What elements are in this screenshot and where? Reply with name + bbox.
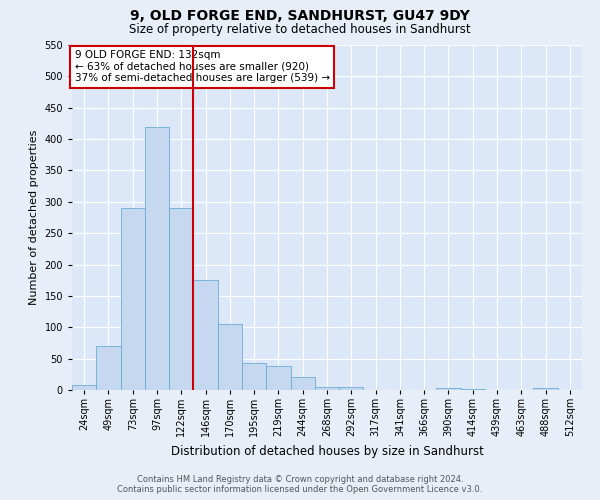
Y-axis label: Number of detached properties: Number of detached properties [29,130,39,305]
Bar [533,388,558,390]
Bar [315,387,339,390]
Bar [461,388,485,390]
Bar [72,385,96,390]
Bar [121,208,145,390]
X-axis label: Distribution of detached houses by size in Sandhurst: Distribution of detached houses by size … [170,444,484,458]
Bar [145,126,169,390]
Bar [193,280,218,390]
Bar [242,363,266,390]
Bar [339,387,364,390]
Bar [169,208,193,390]
Bar [436,388,461,390]
Bar [266,366,290,390]
Bar [290,378,315,390]
Bar [218,324,242,390]
Bar [96,346,121,390]
Text: 9, OLD FORGE END, SANDHURST, GU47 9DY: 9, OLD FORGE END, SANDHURST, GU47 9DY [130,9,470,23]
Text: Size of property relative to detached houses in Sandhurst: Size of property relative to detached ho… [129,22,471,36]
Text: 9 OLD FORGE END: 132sqm
← 63% of detached houses are smaller (920)
37% of semi-d: 9 OLD FORGE END: 132sqm ← 63% of detache… [74,50,329,84]
Text: Contains HM Land Registry data © Crown copyright and database right 2024.
Contai: Contains HM Land Registry data © Crown c… [118,474,482,494]
